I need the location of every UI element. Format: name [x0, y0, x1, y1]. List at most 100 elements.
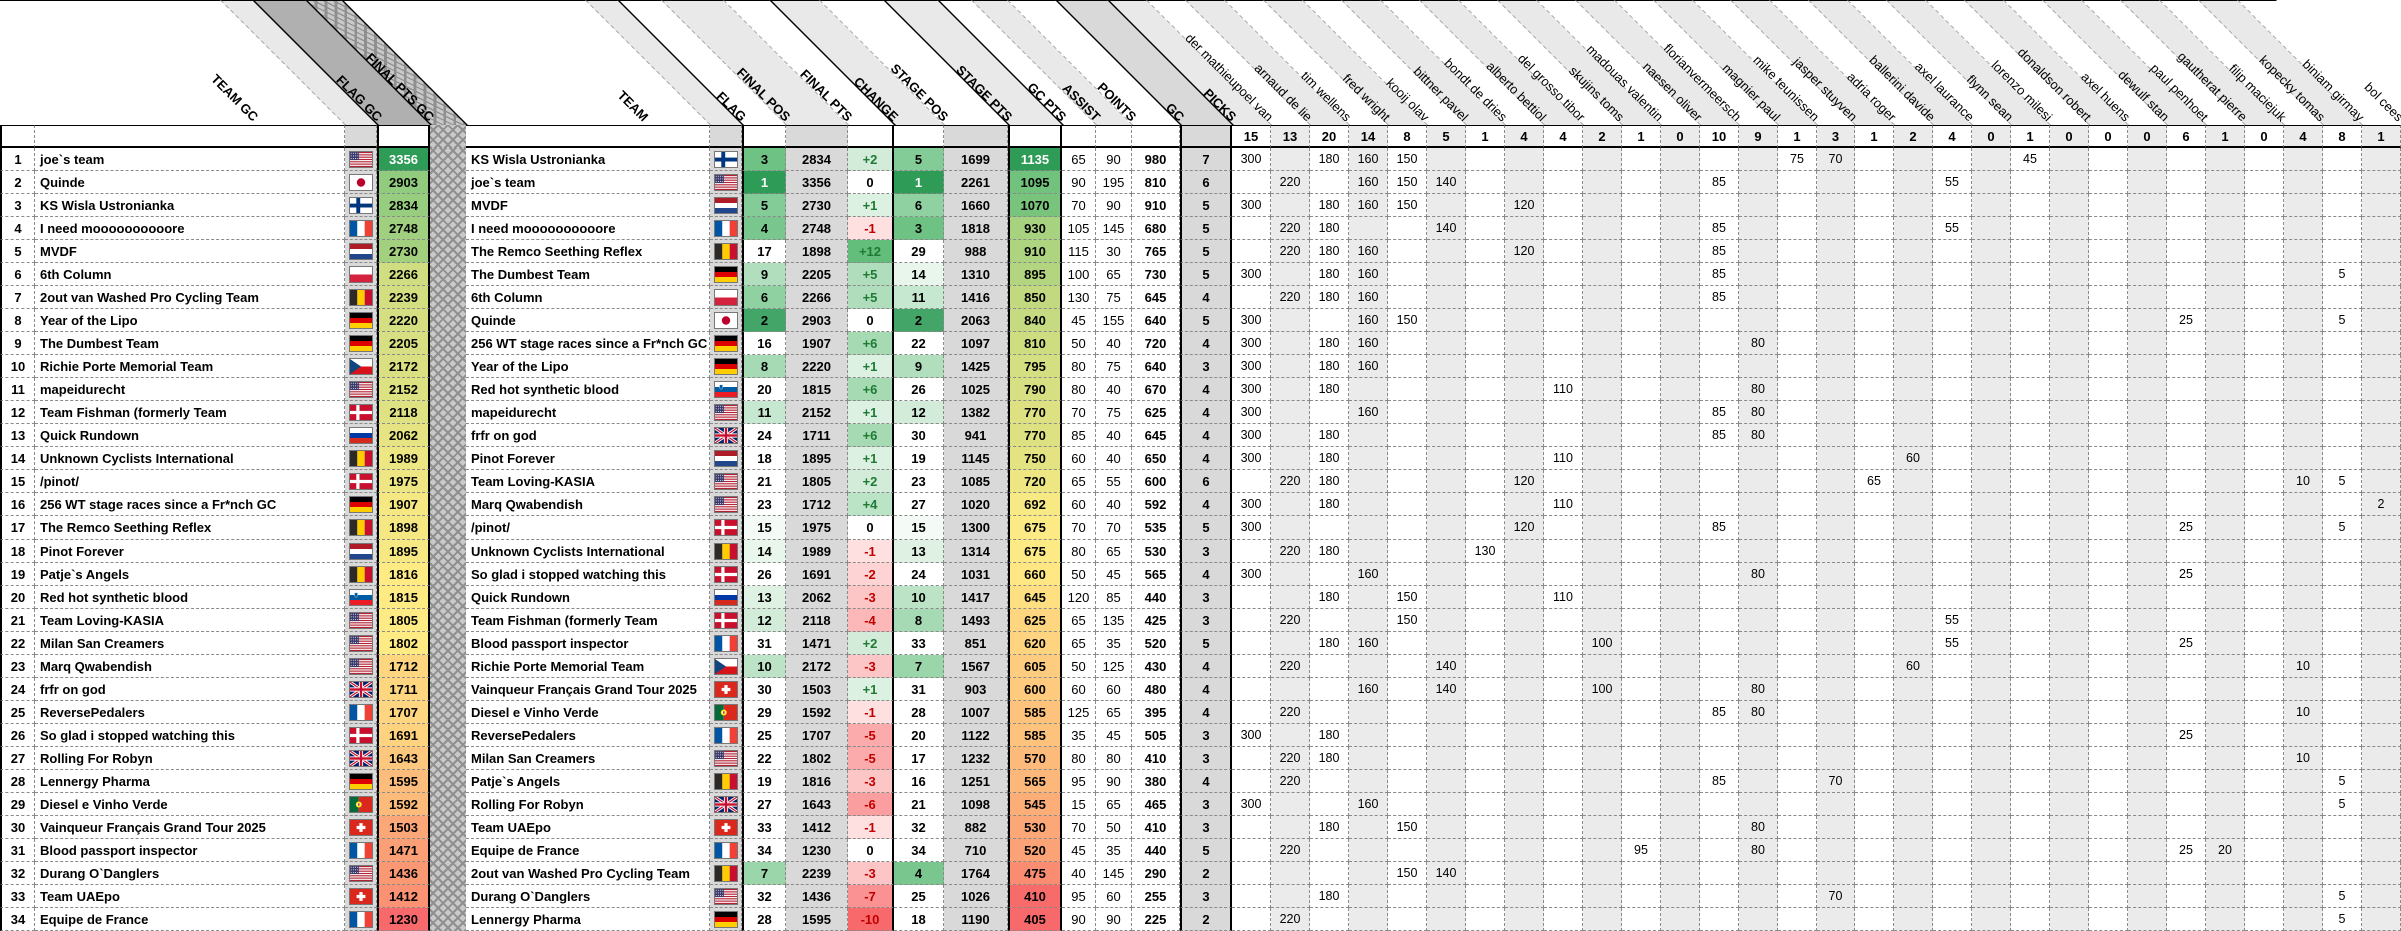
team-name-cell[interactable]: Pinot Forever — [466, 447, 710, 470]
rider-points-cell[interactable]: 110 — [1544, 378, 1583, 401]
assist-cell[interactable]: 60 — [1062, 447, 1096, 470]
team-name-cell[interactable]: Richie Porte Memorial Team — [466, 655, 710, 678]
gc-pts-cell[interactable]: 770 — [1008, 401, 1062, 424]
stage-pos-cell[interactable]: 20 — [894, 724, 944, 747]
rider-points-cell[interactable] — [2128, 424, 2167, 447]
rider-points-cell[interactable] — [1505, 286, 1544, 309]
picks-cell[interactable]: 4 — [1180, 332, 1232, 355]
rider-points-cell[interactable] — [1855, 378, 1894, 401]
final-pos-cell[interactable]: 10 — [742, 655, 786, 678]
gc-flag-cell[interactable] — [345, 171, 377, 194]
rider-points-cell[interactable]: 5 — [2323, 885, 2362, 908]
rider-points-cell[interactable] — [1388, 678, 1427, 701]
rider-points-cell[interactable] — [1739, 609, 1778, 632]
rider-points-cell[interactable] — [2284, 171, 2323, 194]
gc-pts-cell[interactable]: 600 — [1008, 678, 1062, 701]
gc-team-name-cell[interactable]: Team Loving-KASIA — [35, 609, 345, 632]
gc-team-name-cell[interactable]: Milan San Creamers — [35, 632, 345, 655]
strip-stage-pts[interactable] — [944, 125, 1008, 148]
rider-points-cell[interactable]: 180 — [1310, 263, 1349, 286]
rider-points-cell[interactable] — [2284, 309, 2323, 332]
rider-points-cell[interactable] — [2362, 286, 2401, 309]
rider-points-cell[interactable] — [2011, 401, 2050, 424]
rider-points-cell[interactable] — [2323, 355, 2362, 378]
rider-points-cell[interactable] — [2089, 424, 2128, 447]
points-cell[interactable]: 50 — [1096, 816, 1132, 839]
flag-cell[interactable] — [710, 586, 742, 609]
rider-points-cell[interactable] — [2011, 447, 2050, 470]
rider-points-cell[interactable] — [2323, 332, 2362, 355]
rider-points-cell[interactable] — [1778, 793, 1817, 816]
gc-cell[interactable]: 255 — [1132, 885, 1180, 908]
rider-points-cell[interactable] — [1661, 332, 1700, 355]
points-cell[interactable]: 65 — [1096, 701, 1132, 724]
rider-points-cell[interactable] — [2167, 217, 2206, 240]
rider-points-cell[interactable] — [1817, 701, 1855, 724]
rider-points-cell[interactable]: 70 — [1817, 885, 1855, 908]
rider-points-cell[interactable] — [2245, 470, 2284, 493]
rider-points-cell[interactable] — [2050, 493, 2089, 516]
final-pos-cell[interactable]: 9 — [742, 263, 786, 286]
rider-points-cell[interactable] — [1933, 263, 1972, 286]
assist-cell[interactable]: 130 — [1062, 286, 1096, 309]
rider-points-cell[interactable]: 150 — [1388, 609, 1427, 632]
rider-points-cell[interactable] — [1466, 516, 1505, 540]
rider-points-cell[interactable] — [1855, 724, 1894, 747]
rider-points-cell[interactable] — [1817, 401, 1855, 424]
final-pts-cell[interactable]: 2062 — [786, 586, 848, 609]
rider-points-cell[interactable] — [1622, 240, 1661, 263]
rider-points-cell[interactable] — [2089, 816, 2128, 839]
rider-points-cell[interactable]: 180 — [1310, 747, 1349, 770]
rider-points-cell[interactable]: 180 — [1310, 470, 1349, 493]
strip-change[interactable] — [848, 125, 894, 148]
picks-cell[interactable]: 4 — [1180, 563, 1232, 586]
change-cell[interactable]: +4 — [848, 493, 894, 516]
rider-points-cell[interactable] — [1661, 424, 1700, 447]
stage-pts-cell[interactable]: 1098 — [944, 793, 1008, 816]
rider-points-cell[interactable] — [1661, 470, 1700, 493]
team-name-cell[interactable]: The Dumbest Team — [466, 263, 710, 286]
rider-points-cell[interactable] — [2011, 194, 2050, 217]
rider-points-cell[interactable] — [2128, 793, 2167, 816]
rider-points-cell[interactable] — [2323, 286, 2362, 309]
rider-points-cell[interactable] — [1933, 355, 1972, 378]
final-pos-cell[interactable]: 14 — [742, 540, 786, 563]
gc-cell[interactable]: 520 — [1132, 632, 1180, 655]
rider-points-cell[interactable] — [1466, 586, 1505, 609]
rider-points-cell[interactable] — [2323, 401, 2362, 424]
rider-points-cell[interactable] — [1700, 447, 1739, 470]
assist-cell[interactable]: 65 — [1062, 148, 1096, 171]
rider-points-cell[interactable] — [1544, 701, 1583, 724]
rider-points-cell[interactable] — [2206, 586, 2245, 609]
rider-points-cell[interactable] — [1427, 586, 1466, 609]
rider-points-cell[interactable] — [2206, 378, 2245, 401]
rider-points-cell[interactable] — [1700, 332, 1739, 355]
gc-flag-cell[interactable] — [345, 194, 377, 217]
rider-points-cell[interactable] — [2206, 309, 2245, 332]
rider-points-cell[interactable] — [2011, 908, 2050, 931]
rider-points-cell[interactable] — [2089, 908, 2128, 931]
final-pts-cell[interactable]: 1815 — [786, 378, 848, 401]
gc-pts-cell[interactable]: 645 — [1008, 586, 1062, 609]
rider-points-cell[interactable] — [1583, 793, 1622, 816]
rider-points-cell[interactable]: 180 — [1310, 194, 1349, 217]
rider-points-cell[interactable] — [1505, 401, 1544, 424]
rider-points-cell[interactable] — [1933, 516, 1972, 540]
picks-cell[interactable]: 4 — [1180, 678, 1232, 701]
rider-points-cell[interactable] — [1544, 286, 1583, 309]
rider-points-cell[interactable] — [1661, 839, 1700, 862]
rider-points-cell[interactable] — [1583, 217, 1622, 240]
rider-points-cell[interactable] — [2206, 194, 2245, 217]
team-name-cell[interactable]: Equipe de France — [466, 839, 710, 862]
stage-pts-cell[interactable]: 1425 — [944, 355, 1008, 378]
rider-points-cell[interactable] — [2128, 586, 2167, 609]
rider-points-cell[interactable] — [2011, 839, 2050, 862]
rider-points-cell[interactable] — [2089, 793, 2128, 816]
rider-points-cell[interactable] — [2206, 816, 2245, 839]
gc-cell[interactable]: 730 — [1132, 263, 1180, 286]
rider-points-cell[interactable] — [2167, 378, 2206, 401]
gc-final-pts-cell[interactable]: 1816 — [377, 563, 430, 586]
team-name-cell[interactable]: Team UAEpo — [466, 816, 710, 839]
rider-points-cell[interactable] — [2284, 862, 2323, 885]
rider-points-cell[interactable] — [1972, 862, 2011, 885]
